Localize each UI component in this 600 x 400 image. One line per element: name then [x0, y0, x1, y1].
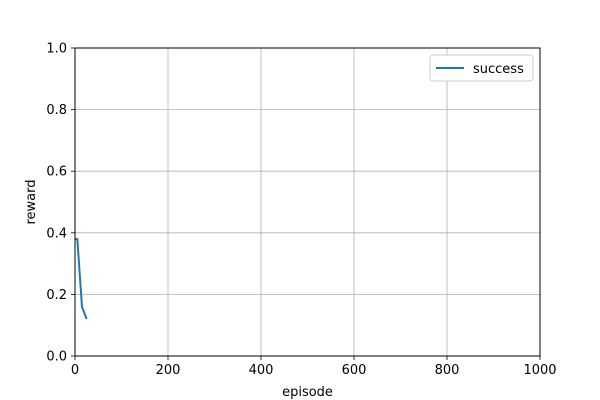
x-axis-label: episode: [282, 385, 333, 400]
x-tick-label: 1000: [523, 363, 556, 378]
x-tick-label: 800: [435, 363, 460, 378]
legend-box: [429, 54, 534, 82]
y-tick-label: 0.4: [46, 226, 67, 241]
x-tick-label: 0: [71, 363, 79, 378]
series-line-success: [75, 237, 88, 320]
legend: success: [429, 54, 534, 82]
x-tick-label: 600: [342, 363, 367, 378]
y-tick-label: 0.2: [46, 288, 67, 303]
x-tick-label: 400: [249, 363, 274, 378]
y-axis-label: reward: [24, 179, 39, 224]
plot-area-frame: [74, 47, 541, 357]
grid-lines: [74, 47, 541, 357]
axis-ticks: 0 200 400 600 800 1000 0.0 0.2 0.4 0.6 0.8 1.0: [46, 42, 556, 379]
y-tick-label: 0.0: [46, 350, 67, 365]
x-tick-label: 200: [156, 363, 181, 378]
legend-label-success: success: [473, 62, 524, 77]
y-tick-label: 0.6: [46, 165, 67, 180]
y-tick-label: 1.0: [46, 42, 67, 57]
series-layer: [75, 237, 88, 320]
y-tick-label: 0.8: [46, 103, 67, 118]
